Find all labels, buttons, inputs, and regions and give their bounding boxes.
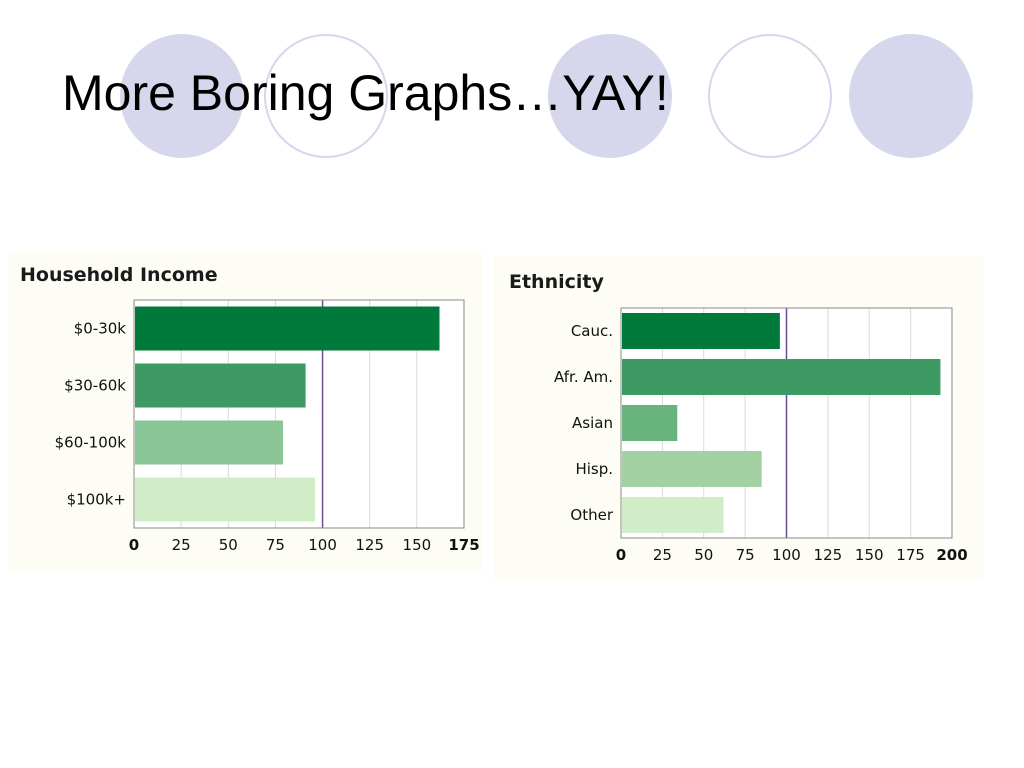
bar [135, 306, 440, 351]
category-label: $0-30k [74, 320, 127, 338]
tick-label: 75 [266, 536, 285, 554]
bar [622, 359, 941, 395]
tick-label: 25 [653, 546, 672, 564]
tick-label: 25 [172, 536, 191, 554]
tick-label: 50 [219, 536, 238, 554]
bar [622, 405, 678, 441]
tick-label: 50 [694, 546, 713, 564]
category-label: Hisp. [575, 460, 613, 478]
household-income-svg: Household Income $0-30k $30-60k $60-100k $10… [20, 264, 480, 554]
tick-label: 175 [448, 536, 479, 554]
tick-label: 75 [736, 546, 755, 564]
plot-border [133, 299, 465, 529]
category-label: Afr. Am. [554, 368, 613, 386]
category-label: $60-100k [55, 434, 127, 452]
tick-label: 200 [936, 546, 967, 564]
bar [622, 313, 780, 349]
decor-circle-2 [264, 34, 388, 158]
tick-label: 100 [308, 536, 337, 554]
category-label: $30-60k [64, 377, 126, 395]
tick-label: 175 [896, 546, 925, 564]
chart-title: Ethnicity [509, 271, 604, 293]
bar [135, 363, 306, 408]
tick-label: 150 [403, 536, 432, 554]
tick-label: 0 [129, 536, 139, 554]
bar [622, 497, 724, 533]
decor-circle-1 [120, 34, 244, 158]
chart-title: Household Income [20, 264, 218, 286]
plot-border [620, 307, 953, 539]
tick-label: 150 [855, 546, 884, 564]
slide-title: More Boring Graphs…YAY! [62, 65, 669, 121]
tick-label: 100 [772, 546, 801, 564]
tick-label: 0 [616, 546, 626, 564]
category-label: Cauc. [571, 322, 613, 340]
ethnicity-svg: Ethnicity Cauc. Afr. Am. Asian Hisp. Other 0 25… [509, 271, 968, 564]
category-label: Other [570, 506, 613, 524]
household-income-chart: Household Income $0-30k $30-60k $60-100k $10… [8, 252, 482, 572]
decor-circle-5 [849, 34, 973, 158]
tick-label: 125 [355, 536, 384, 554]
tick-label: 125 [814, 546, 843, 564]
bar [135, 477, 316, 522]
decor-circle-4 [708, 34, 832, 158]
category-label: Asian [572, 414, 613, 432]
bar [135, 420, 283, 465]
decor-circle-3 [548, 34, 672, 158]
ethnicity-chart: Ethnicity Cauc. Afr. Am. Asian Hisp. Other 0 25… [494, 256, 984, 580]
category-label: $100k+ [67, 491, 126, 509]
bar [622, 451, 762, 487]
